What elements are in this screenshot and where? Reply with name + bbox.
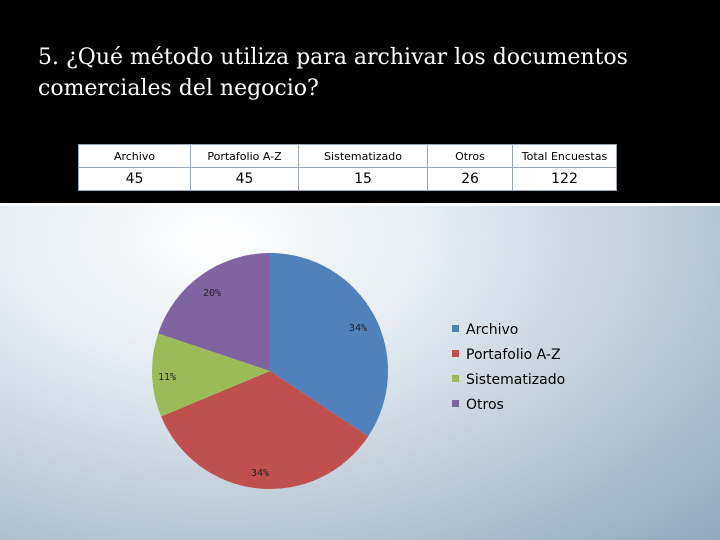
- data-label: 20%: [203, 288, 221, 299]
- data-label: 34%: [349, 323, 367, 334]
- legend-swatch: [452, 350, 459, 357]
- table-header-cell: Archivo: [78, 144, 191, 168]
- pie-slice-archivo: [270, 253, 388, 437]
- slide-title: 5. ¿Qué método utiliza para archivar los…: [38, 45, 628, 101]
- pie-chart: 34% 34% 11% 20% Archivo Portafolio A-Z Sistem…: [152, 253, 565, 489]
- pie-slice-otros: [158, 253, 270, 371]
- survey-table: Archivo Portafolio A-Z Sistematizado Otr…: [78, 144, 617, 191]
- data-label: 11%: [158, 372, 176, 383]
- pie-slice-portafolio-a-z: [161, 371, 369, 489]
- legend-entry: Otros: [466, 397, 504, 413]
- table-cell: 15: [298, 167, 428, 191]
- table-header-cell: Sistematizado: [298, 144, 428, 168]
- table-header-cell: Total Encuestas: [512, 144, 617, 168]
- legend-entry: Archivo: [466, 322, 518, 338]
- table-header-cell: Portafolio A-Z: [190, 144, 299, 168]
- legend-entry: Portafolio A-Z: [466, 347, 561, 363]
- panel-divider: [0, 203, 720, 206]
- table-cell: 45: [78, 167, 191, 191]
- table-header-cell: Otros: [427, 144, 513, 168]
- table-row: 45 45 15 26 122: [78, 167, 617, 191]
- table-header-row: Archivo Portafolio A-Z Sistematizado Otr…: [78, 144, 617, 168]
- legend-entry: Sistematizado: [466, 372, 565, 388]
- table-cell: 45: [190, 167, 299, 191]
- data-label: 34%: [251, 468, 269, 479]
- table-cell: 26: [427, 167, 513, 191]
- table-cell: 122: [512, 167, 617, 191]
- legend-swatch: [452, 325, 459, 332]
- legend-swatch: [452, 400, 459, 407]
- pie-slice-sistematizado: [152, 333, 270, 417]
- legend-swatch: [452, 375, 459, 382]
